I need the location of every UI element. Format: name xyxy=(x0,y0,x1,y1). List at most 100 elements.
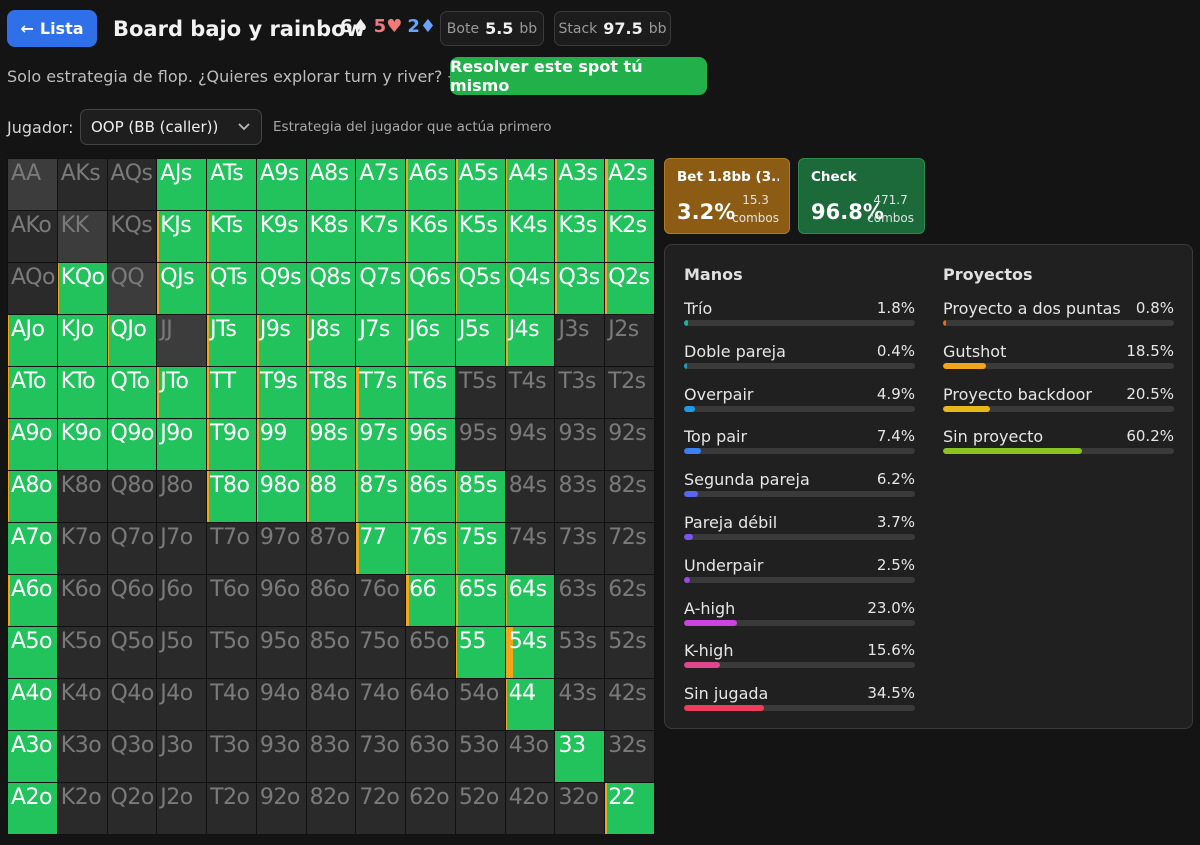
hand-cell[interactable]: J6s xyxy=(406,315,456,367)
hand-cell[interactable]: J7s xyxy=(356,315,407,367)
hand-cell[interactable]: K2s xyxy=(605,211,655,263)
hand-cell[interactable]: AJs xyxy=(157,159,208,211)
hand-cell[interactable]: 87s xyxy=(356,471,407,523)
hand-cell[interactable]: J5s xyxy=(455,315,506,367)
hand-cell[interactable]: 98o xyxy=(256,471,307,523)
hand-cell[interactable]: 76s xyxy=(406,523,456,575)
hand-cell[interactable]: J2o xyxy=(157,783,208,835)
hand-cell[interactable]: KQs xyxy=(107,211,158,263)
player-select[interactable]: OOP (BB (caller)) xyxy=(80,109,262,145)
hand-cell[interactable]: 72s xyxy=(605,523,655,575)
hand-cell[interactable]: K7o xyxy=(57,523,108,575)
hand-cell[interactable]: T2o xyxy=(207,783,257,835)
hand-cell[interactable]: A9o xyxy=(8,419,58,471)
hand-cell[interactable]: 97s xyxy=(356,419,407,471)
hand-cell[interactable]: 63o xyxy=(406,731,456,783)
hand-cell[interactable]: 52o xyxy=(455,783,506,835)
hand-cell[interactable]: 77 xyxy=(356,523,407,575)
hand-cell[interactable]: A6o xyxy=(8,575,58,627)
hand-cell[interactable]: T5o xyxy=(207,627,257,679)
hand-cell[interactable]: J9s xyxy=(256,315,307,367)
hand-cell[interactable]: 53s xyxy=(555,627,606,679)
hand-cell[interactable]: J3s xyxy=(555,315,606,367)
hand-cell[interactable]: KJo xyxy=(57,315,108,367)
hand-cell[interactable]: Q3o xyxy=(107,731,158,783)
hand-cell[interactable]: 32o xyxy=(555,783,606,835)
hand-cell[interactable]: J9o xyxy=(157,419,208,471)
hand-cell[interactable]: A6s xyxy=(406,159,456,211)
hand-cell[interactable]: 96s xyxy=(406,419,456,471)
hand-cell[interactable]: QTo xyxy=(107,367,158,419)
hand-cell[interactable]: 66 xyxy=(406,575,456,627)
hand-cell[interactable]: K5s xyxy=(455,211,506,263)
hand-cell[interactable]: 42o xyxy=(505,783,556,835)
hand-cell[interactable]: 88 xyxy=(306,471,357,523)
hand-cell[interactable]: T8s xyxy=(306,367,357,419)
hand-cell[interactable]: 54s xyxy=(505,627,556,679)
hand-cell[interactable]: A3s xyxy=(555,159,606,211)
hand-cell[interactable]: 65o xyxy=(406,627,456,679)
hand-cell[interactable]: J4s xyxy=(505,315,556,367)
hand-cell[interactable]: K9s xyxy=(256,211,307,263)
hand-cell[interactable]: T9s xyxy=(256,367,307,419)
hand-cell[interactable]: Q5o xyxy=(107,627,158,679)
hand-cell[interactable]: K6s xyxy=(406,211,456,263)
hand-cell[interactable]: TT xyxy=(207,367,257,419)
hand-cell[interactable]: J5o xyxy=(157,627,208,679)
hand-cell[interactable]: QJo xyxy=(107,315,158,367)
hand-cell[interactable]: 75s xyxy=(455,523,506,575)
hand-cell[interactable]: QJs xyxy=(157,263,208,315)
hand-cell[interactable]: KTs xyxy=(207,211,257,263)
hand-cell[interactable]: 97o xyxy=(256,523,307,575)
hand-cell[interactable]: 43o xyxy=(505,731,556,783)
hand-cell[interactable]: 86s xyxy=(406,471,456,523)
hand-cell[interactable]: 55 xyxy=(455,627,506,679)
hand-cell[interactable]: T4s xyxy=(505,367,556,419)
hand-cell[interactable]: A3o xyxy=(8,731,58,783)
hand-cell[interactable]: 62s xyxy=(605,575,655,627)
hand-cell[interactable]: 63s xyxy=(555,575,606,627)
hand-cell[interactable]: 74s xyxy=(505,523,556,575)
hand-cell[interactable]: Q9s xyxy=(256,263,307,315)
hand-cell[interactable]: K4o xyxy=(57,679,108,731)
hand-cell[interactable]: ATo xyxy=(8,367,58,419)
hand-cell[interactable]: AQo xyxy=(8,263,58,315)
hand-cell[interactable]: 44 xyxy=(505,679,556,731)
hand-cell[interactable]: 93o xyxy=(256,731,307,783)
back-to-list-button[interactable]: ← Lista xyxy=(7,10,97,47)
hand-cell[interactable]: 83o xyxy=(306,731,357,783)
hand-cell[interactable]: K6o xyxy=(57,575,108,627)
hand-cell[interactable]: 76o xyxy=(356,575,407,627)
hand-cell[interactable]: J6o xyxy=(157,575,208,627)
hand-cell[interactable]: 53o xyxy=(455,731,506,783)
hand-cell[interactable]: A2s xyxy=(605,159,655,211)
hand-cell[interactable]: Q2s xyxy=(605,263,655,315)
hand-cell[interactable]: K3o xyxy=(57,731,108,783)
hand-cell[interactable]: 98s xyxy=(306,419,357,471)
hand-cell[interactable]: 43s xyxy=(555,679,606,731)
hand-cell[interactable]: A8o xyxy=(8,471,58,523)
hand-cell[interactable]: 32s xyxy=(605,731,655,783)
hand-cell[interactable]: 22 xyxy=(605,783,655,835)
hand-cell[interactable]: AA xyxy=(8,159,58,211)
hand-cell[interactable]: 93s xyxy=(555,419,606,471)
hand-cell[interactable]: 82s xyxy=(605,471,655,523)
hand-cell[interactable]: A4s xyxy=(505,159,556,211)
hand-cell[interactable]: A8s xyxy=(306,159,357,211)
hand-cell[interactable]: Q3s xyxy=(555,263,606,315)
hand-cell[interactable]: K4s xyxy=(505,211,556,263)
hand-cell[interactable]: J3o xyxy=(157,731,208,783)
hand-cell[interactable]: T7o xyxy=(207,523,257,575)
hand-cell[interactable]: T5s xyxy=(455,367,506,419)
hand-cell[interactable]: K7s xyxy=(356,211,407,263)
hand-cell[interactable]: AQs xyxy=(107,159,158,211)
hand-cell[interactable]: Q7o xyxy=(107,523,158,575)
hand-cell[interactable]: Q8o xyxy=(107,471,158,523)
hand-cell[interactable]: 94s xyxy=(505,419,556,471)
action-bet-card[interactable]: Bet 1.8bb (3... 3.2% 15.3 combos xyxy=(664,158,790,234)
hand-cell[interactable]: 52s xyxy=(605,627,655,679)
hand-cell[interactable]: 54o xyxy=(455,679,506,731)
hand-cell[interactable]: QQ xyxy=(107,263,158,315)
hand-cell[interactable]: JTo xyxy=(157,367,208,419)
hand-cell[interactable]: 92s xyxy=(605,419,655,471)
